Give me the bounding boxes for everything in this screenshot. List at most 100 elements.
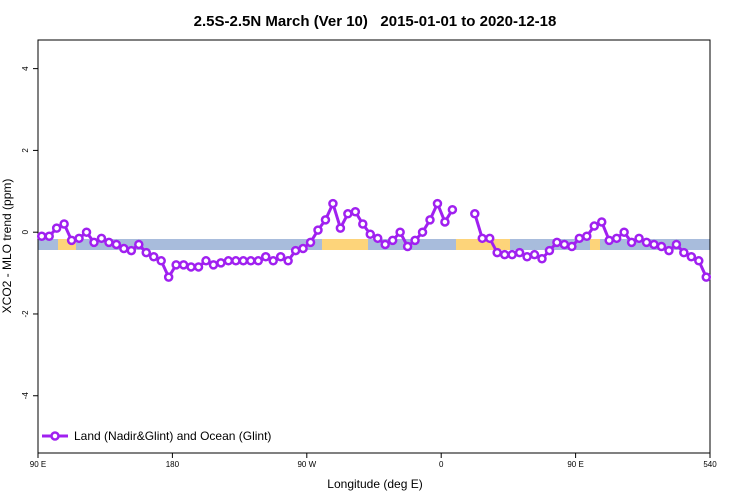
- point: [36, 231, 47, 242]
- point: [694, 256, 704, 266]
- point: [313, 225, 323, 235]
- point: [425, 215, 435, 225]
- point: [156, 256, 166, 266]
- point: [529, 249, 540, 260]
- point: [350, 206, 361, 217]
- point: [275, 251, 286, 262]
- point: [89, 237, 99, 248]
- legend-label: Land (Nadir&Glint) and Ocean (Glint): [74, 429, 271, 443]
- x-tick-label: 90 W: [297, 460, 316, 469]
- legend-point: [50, 431, 60, 441]
- point: [223, 256, 234, 266]
- point: [567, 241, 577, 252]
- point: [634, 233, 644, 244]
- ocean-band: [38, 239, 710, 250]
- point: [679, 247, 689, 258]
- point: [74, 233, 84, 244]
- point: [163, 272, 174, 282]
- point: [477, 233, 488, 244]
- point: [387, 235, 398, 246]
- point: [358, 219, 368, 229]
- point: [201, 256, 211, 266]
- land-segment: [322, 239, 368, 250]
- point: [641, 237, 652, 248]
- point: [417, 227, 428, 237]
- point: [514, 247, 525, 258]
- point: [104, 237, 114, 248]
- point: [328, 198, 338, 209]
- x-tick-label: 0: [439, 460, 444, 469]
- point: [522, 251, 532, 262]
- point: [320, 215, 331, 225]
- point: [290, 245, 301, 256]
- point: [193, 262, 204, 272]
- point: [626, 237, 637, 248]
- point: [111, 239, 122, 250]
- point: [59, 219, 69, 229]
- point: [253, 256, 264, 266]
- point: [470, 209, 480, 219]
- point: [216, 258, 226, 268]
- point: [701, 272, 712, 282]
- point: [589, 221, 600, 231]
- surface-band: [38, 239, 710, 250]
- point: [611, 233, 622, 244]
- point: [380, 239, 390, 250]
- point: [134, 239, 144, 250]
- point: [559, 239, 570, 250]
- chart-title: 2.5S-2.5N March (Ver 10) 2015-01-01 to 2…: [194, 13, 557, 30]
- point: [671, 239, 682, 250]
- point: [664, 245, 674, 256]
- point: [499, 249, 510, 260]
- point: [305, 237, 316, 248]
- x-tick-label: 90 E: [567, 460, 583, 469]
- point: [596, 217, 607, 227]
- point: [343, 209, 353, 219]
- point: [238, 256, 249, 266]
- point: [44, 231, 54, 242]
- point: [335, 223, 346, 233]
- plot-frame: [37, 39, 711, 454]
- point: [395, 227, 405, 237]
- point: [507, 249, 517, 260]
- point: [492, 247, 502, 258]
- point: [298, 243, 308, 254]
- point: [186, 262, 196, 272]
- point: [81, 227, 92, 237]
- y-tick-label: -4: [21, 392, 30, 400]
- point: [552, 237, 562, 248]
- point: [619, 227, 629, 237]
- point: [178, 260, 189, 270]
- x-tick-label: 180: [166, 460, 180, 469]
- point: [402, 241, 413, 252]
- point: [372, 233, 383, 244]
- y-axis-label: XCO2 - MLO trend (ppm): [0, 179, 14, 314]
- point: [141, 247, 152, 258]
- point: [656, 241, 667, 252]
- point: [365, 229, 376, 239]
- point: [246, 256, 256, 266]
- y-tick-label: 4: [21, 66, 30, 71]
- y-tick-label: -2: [21, 310, 30, 318]
- point: [447, 204, 458, 215]
- point: [231, 256, 241, 266]
- point: [260, 251, 271, 262]
- point: [51, 223, 62, 233]
- point: [686, 251, 697, 262]
- point: [268, 256, 278, 266]
- point: [283, 256, 293, 266]
- point: [96, 233, 107, 244]
- x-axis-label: Longitude (deg E): [327, 477, 422, 491]
- point: [432, 198, 443, 209]
- point: [126, 245, 137, 256]
- land-segment: [590, 239, 600, 250]
- point: [119, 243, 129, 254]
- land-segment: [456, 239, 510, 250]
- y-tick-label: 2: [21, 148, 30, 153]
- point: [484, 233, 495, 244]
- point: [544, 245, 555, 256]
- point: [649, 239, 659, 250]
- point: [410, 235, 420, 246]
- x-tick-label: 90 E: [30, 460, 46, 469]
